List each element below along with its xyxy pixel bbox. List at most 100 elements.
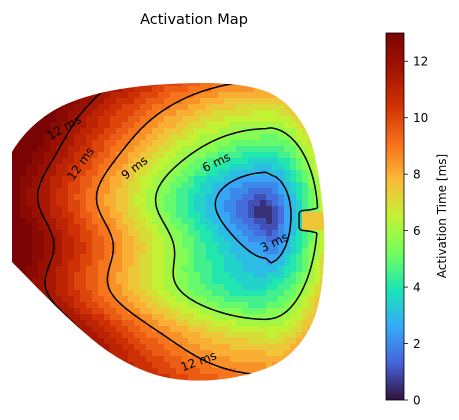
- heatmap-cell: [146, 182, 153, 189]
- heatmap-cell: [92, 320, 99, 327]
- heatmap-cell: [92, 290, 99, 297]
- heatmap-cell: [206, 302, 213, 309]
- heatmap-cell: [152, 374, 159, 381]
- heatmap-cell: [266, 116, 273, 123]
- heatmap-cell: [230, 260, 237, 267]
- heatmap-cell: [272, 170, 279, 177]
- heatmap-cell: [212, 218, 219, 225]
- heatmap-cell: [74, 242, 81, 249]
- heatmap-cell: [12, 158, 15, 165]
- heatmap-cell: [230, 254, 237, 261]
- heatmap-cell: [302, 146, 309, 153]
- heatmap-cell: [158, 320, 165, 327]
- heatmap-cell: [242, 308, 249, 315]
- heatmap-cell: [38, 290, 45, 297]
- heatmap-cell: [302, 308, 309, 315]
- heatmap-cell: [224, 236, 231, 243]
- heatmap-cell: [266, 302, 273, 309]
- heatmap-cell: [236, 290, 243, 297]
- heatmap-cell: [218, 230, 225, 237]
- heatmap-cell: [14, 212, 21, 219]
- heatmap-cell: [14, 260, 21, 267]
- heatmap-cell: [242, 236, 249, 243]
- heatmap-cell: [38, 380, 45, 381]
- heatmap-cell: [80, 260, 87, 267]
- heatmap-cell: [12, 266, 15, 273]
- heatmap-cell: [56, 176, 63, 183]
- heatmap-cell: [194, 224, 201, 231]
- heatmap-cell: [50, 152, 57, 159]
- heatmap-cell: [236, 182, 243, 189]
- heatmap-cell: [308, 104, 315, 111]
- heatmap-cell: [62, 290, 69, 297]
- heatmap-cell: [176, 314, 183, 321]
- heatmap-cell: [308, 362, 315, 369]
- heatmap-cell: [146, 152, 153, 159]
- heatmap-cell: [134, 308, 141, 315]
- heatmap-cell: [188, 182, 195, 189]
- heatmap-cell: [254, 248, 261, 255]
- heatmap-cell: [284, 260, 291, 267]
- heatmap-cell: [62, 182, 69, 189]
- heatmap-cell: [122, 308, 129, 315]
- heatmap-cell: [104, 182, 111, 189]
- heatmap-cell: [242, 200, 249, 207]
- heatmap-cell: [116, 260, 123, 267]
- heatmap-cell: [32, 278, 39, 285]
- heatmap-cell: [290, 296, 297, 303]
- heatmap-cell: [98, 290, 105, 297]
- heatmap-cell: [44, 200, 51, 207]
- heatmap-cell: [176, 92, 183, 99]
- heatmap-cell: [296, 122, 303, 129]
- heatmap-cell: [254, 200, 261, 207]
- heatmap-cell: [68, 122, 75, 129]
- heatmap-cell: [206, 278, 213, 285]
- heatmap-cell: [68, 296, 75, 303]
- heatmap-cell: [200, 224, 207, 231]
- heatmap-cell: [236, 230, 243, 237]
- heatmap-cell: [146, 362, 153, 369]
- heatmap-cell: [50, 176, 57, 183]
- heatmap-cell: [140, 278, 147, 285]
- heatmap-cell: [56, 200, 63, 207]
- heatmap-cell: [68, 128, 75, 135]
- heatmap-cell: [62, 380, 69, 381]
- heatmap-cell: [194, 182, 201, 189]
- heatmap-cell: [194, 82, 201, 87]
- heatmap-cell: [212, 266, 219, 273]
- heatmap-cell: [80, 122, 87, 129]
- heatmap-cell: [146, 344, 153, 351]
- heatmap-cell: [38, 164, 45, 171]
- heatmap-cell: [20, 344, 27, 351]
- heatmap-cell: [290, 380, 297, 381]
- heatmap-cell: [134, 82, 141, 87]
- heatmap-cell: [134, 242, 141, 249]
- heatmap-cell: [62, 326, 69, 333]
- heatmap-cell: [236, 164, 243, 171]
- heatmap-cell: [308, 218, 315, 225]
- heatmap-cell: [26, 326, 33, 333]
- heatmap-cell: [134, 290, 141, 297]
- heatmap-cell: [38, 128, 45, 135]
- heatmap-cell: [242, 116, 249, 123]
- heatmap-cell: [92, 254, 99, 261]
- heatmap-cell: [116, 194, 123, 201]
- heatmap-cell: [50, 170, 57, 177]
- heatmap-cell: [62, 218, 69, 225]
- heatmap-cell: [248, 368, 255, 375]
- heatmap-cell: [116, 380, 123, 381]
- heatmap-cell: [278, 332, 285, 339]
- heatmap-cell: [272, 104, 279, 111]
- heatmap-cell: [290, 128, 297, 135]
- heatmap-cell: [140, 218, 147, 225]
- heatmap-cell: [44, 356, 51, 363]
- heatmap-cell: [122, 326, 129, 333]
- heatmap-cell: [20, 110, 27, 117]
- heatmap-cell: [92, 170, 99, 177]
- heatmap-cell: [68, 218, 75, 225]
- heatmap-cell: [38, 296, 45, 303]
- heatmap-cell: [272, 86, 279, 93]
- heatmap-cell: [284, 122, 291, 129]
- heatmap-cell: [314, 122, 321, 129]
- heatmap-cell: [254, 98, 261, 105]
